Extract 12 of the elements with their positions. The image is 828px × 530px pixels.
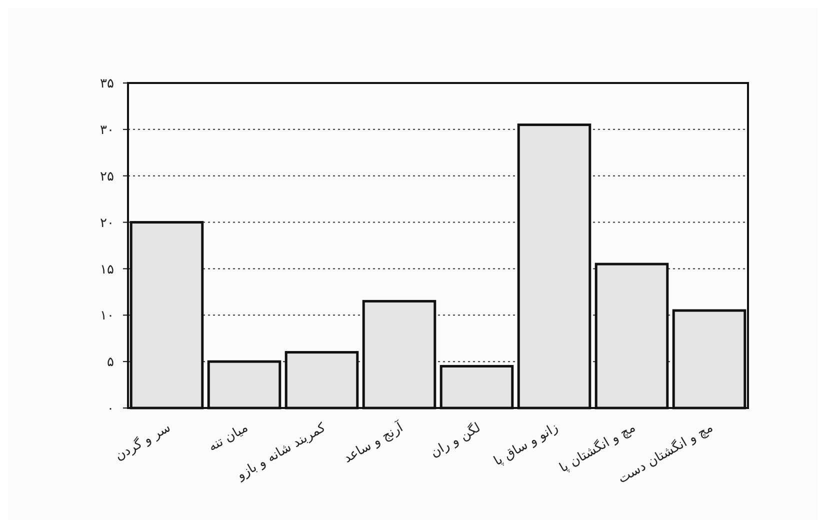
x-tick-label: میان تنه — [206, 420, 251, 455]
y-tick-label: ۵ — [107, 355, 114, 370]
x-tick-label: آرنج و ساعد — [340, 418, 407, 466]
y-tick-label: ۳۵ — [100, 76, 114, 92]
y-tick-label: ۰ — [107, 402, 114, 417]
y-tick-label: ۲۵ — [100, 169, 114, 184]
y-tick-label: ۲۰ — [100, 216, 114, 231]
y-tick-label: ۱۰ — [100, 308, 114, 324]
y-tick-label: ۳۰ — [100, 122, 114, 138]
x-tick-label: لگن و ران — [428, 419, 484, 461]
x-tick-label: سر و گردن — [112, 419, 174, 464]
y-tick-label: ۱۵ — [100, 262, 114, 278]
